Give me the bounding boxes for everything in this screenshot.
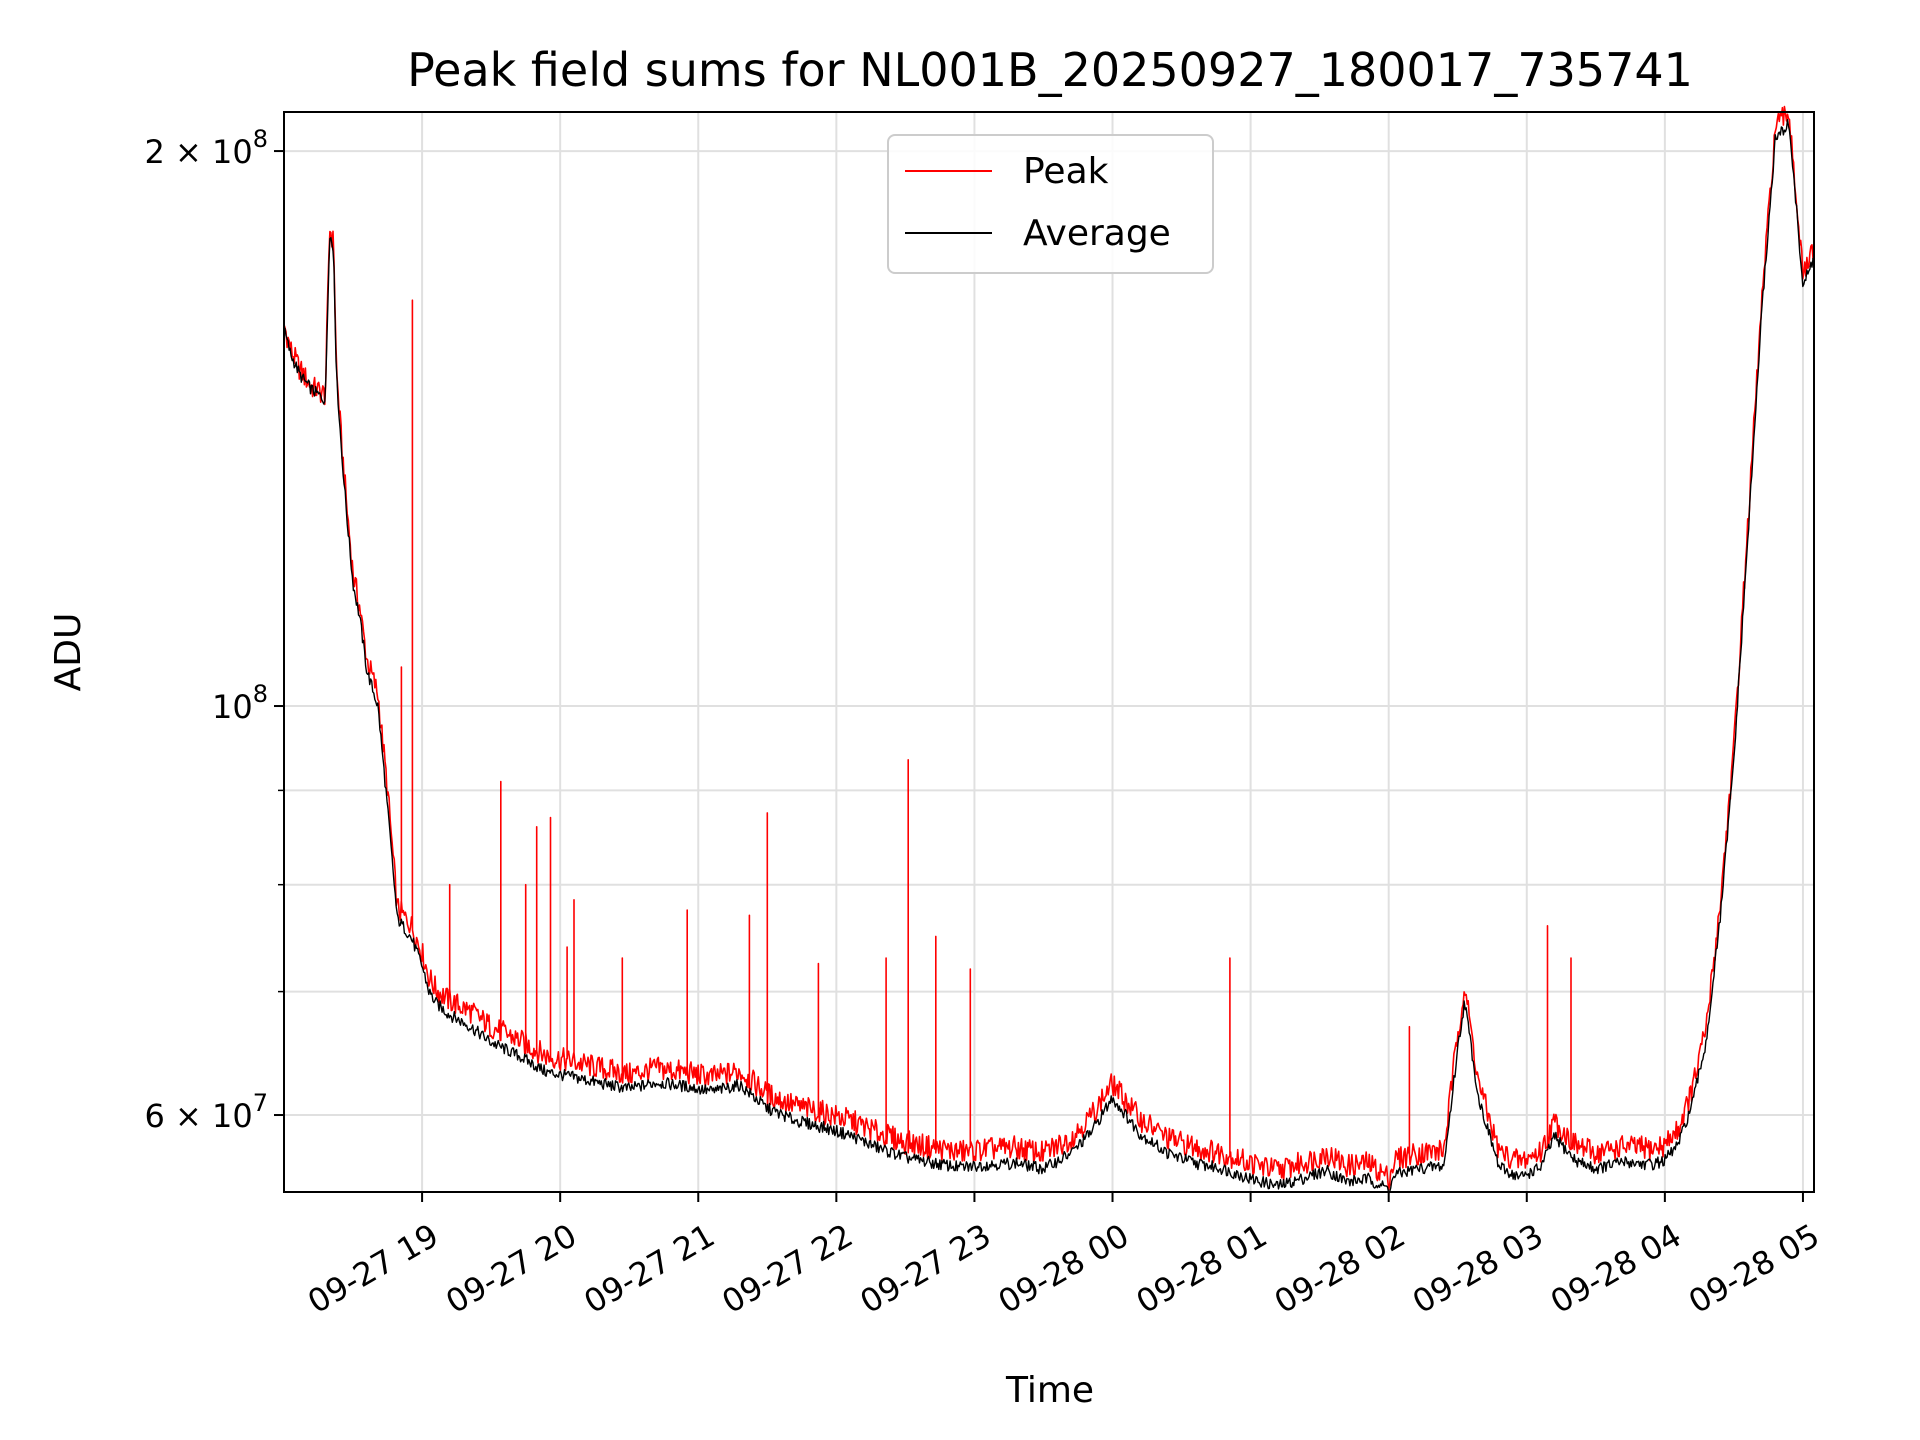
x-axis-label: Time [1005, 1370, 1094, 1411]
legend-peak-label: Peak [1023, 151, 1109, 192]
y-tick-label: 2 × 108 [144, 125, 268, 171]
y-tick-exponent: 8 [253, 680, 268, 708]
average-series-line [283, 119, 1815, 1195]
legend-average-label: Average [1023, 213, 1171, 254]
plot-area [283, 105, 1815, 1195]
peak-series-line [283, 105, 1815, 1191]
y-tick-mantissa: 10 [212, 688, 253, 726]
axes-frame [283, 111, 1815, 1193]
y-tick-mantissa: 6 × 10 [144, 1097, 252, 1135]
y-tick-mantissa: 2 × 10 [144, 133, 252, 171]
y-tick-exponent: 8 [253, 125, 268, 153]
legend: Peak Average [887, 134, 1214, 274]
chart-title: Peak field sums for NL001B_20250927_1800… [407, 43, 1693, 97]
y-tick-exponent: 7 [253, 1089, 268, 1117]
legend-box [887, 134, 1214, 274]
y-tick-label: 6 × 107 [144, 1089, 268, 1135]
y-axis-label: ADU [48, 613, 89, 692]
y-tick-label: 108 [212, 680, 268, 726]
